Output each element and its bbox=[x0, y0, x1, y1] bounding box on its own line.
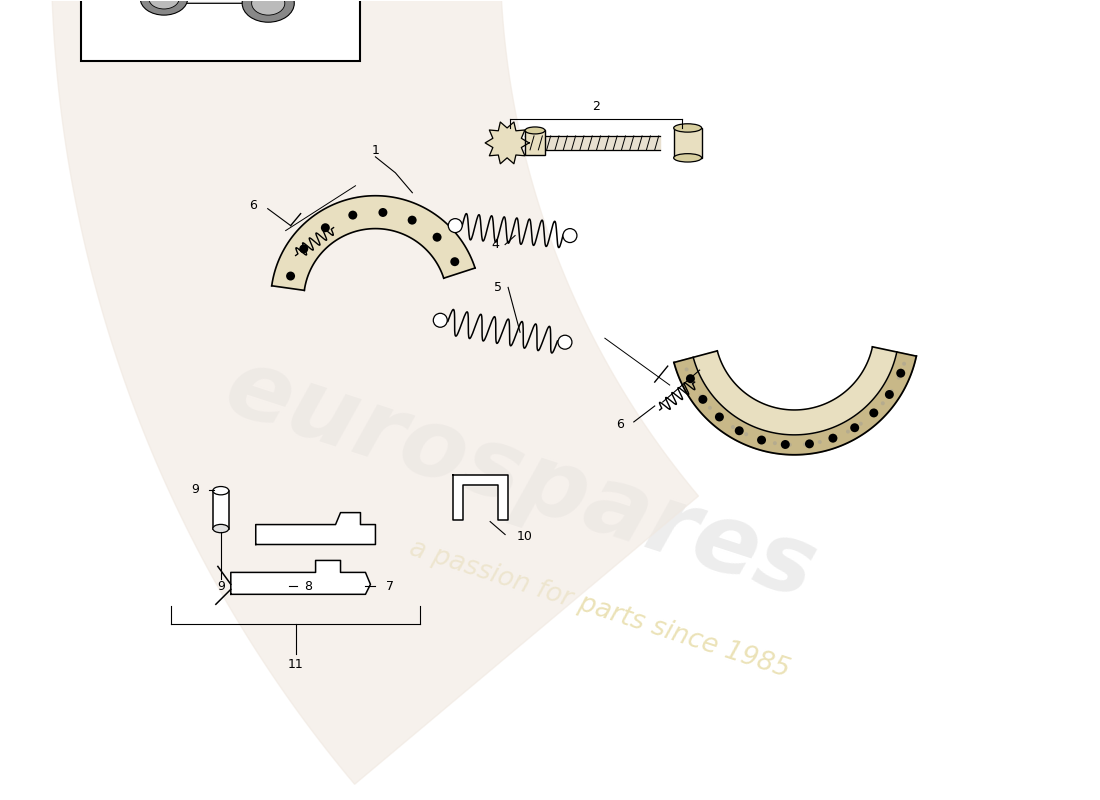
Circle shape bbox=[698, 395, 707, 404]
Circle shape bbox=[781, 440, 790, 449]
Text: 6: 6 bbox=[249, 199, 256, 212]
Circle shape bbox=[433, 314, 448, 327]
Ellipse shape bbox=[242, 0, 295, 22]
Text: eurospares: eurospares bbox=[213, 341, 827, 619]
Circle shape bbox=[817, 440, 822, 444]
Text: 2: 2 bbox=[592, 99, 600, 113]
Circle shape bbox=[757, 435, 766, 445]
Bar bbox=[213, 490, 229, 529]
Polygon shape bbox=[485, 122, 529, 164]
Circle shape bbox=[890, 389, 893, 393]
Circle shape bbox=[715, 413, 724, 422]
Ellipse shape bbox=[673, 124, 702, 132]
Circle shape bbox=[828, 434, 837, 442]
Circle shape bbox=[432, 233, 441, 242]
Circle shape bbox=[558, 335, 572, 349]
Circle shape bbox=[718, 416, 723, 420]
Text: 9: 9 bbox=[191, 483, 199, 496]
Circle shape bbox=[881, 402, 884, 406]
Polygon shape bbox=[126, 0, 306, 3]
Ellipse shape bbox=[252, 0, 285, 15]
Ellipse shape bbox=[525, 127, 544, 134]
Circle shape bbox=[563, 229, 576, 242]
Circle shape bbox=[869, 409, 878, 418]
Circle shape bbox=[773, 441, 777, 445]
Circle shape bbox=[708, 406, 712, 410]
Bar bbox=[673, 128, 702, 158]
Text: 9: 9 bbox=[217, 580, 224, 593]
Text: 8: 8 bbox=[305, 580, 312, 593]
Circle shape bbox=[788, 442, 792, 446]
Circle shape bbox=[684, 367, 689, 371]
Ellipse shape bbox=[673, 154, 702, 162]
Circle shape bbox=[449, 218, 462, 233]
Bar bbox=[81, 0, 361, 61]
Ellipse shape bbox=[148, 0, 179, 9]
Ellipse shape bbox=[213, 486, 229, 495]
Circle shape bbox=[870, 412, 874, 416]
Text: 11: 11 bbox=[288, 658, 304, 670]
Circle shape bbox=[833, 436, 836, 440]
Circle shape bbox=[378, 208, 387, 217]
Circle shape bbox=[745, 432, 748, 436]
Polygon shape bbox=[453, 474, 507, 519]
Bar bbox=[525, 130, 544, 155]
Text: a passion for parts since 1985: a passion for parts since 1985 bbox=[406, 535, 793, 683]
Circle shape bbox=[450, 258, 460, 266]
Circle shape bbox=[859, 422, 862, 426]
Text: 4: 4 bbox=[492, 238, 499, 251]
Circle shape bbox=[691, 382, 695, 385]
Polygon shape bbox=[52, 0, 698, 784]
Circle shape bbox=[850, 423, 859, 432]
Polygon shape bbox=[231, 561, 371, 594]
Circle shape bbox=[735, 426, 744, 435]
Circle shape bbox=[758, 438, 762, 442]
Circle shape bbox=[698, 394, 703, 398]
Polygon shape bbox=[693, 347, 896, 435]
Text: 10: 10 bbox=[517, 530, 534, 543]
Ellipse shape bbox=[213, 524, 229, 533]
Circle shape bbox=[299, 244, 308, 254]
Circle shape bbox=[321, 223, 330, 232]
Circle shape bbox=[349, 210, 358, 219]
Circle shape bbox=[803, 442, 807, 446]
Circle shape bbox=[732, 425, 735, 429]
Polygon shape bbox=[255, 513, 375, 545]
Text: 1: 1 bbox=[372, 144, 379, 158]
Text: 5: 5 bbox=[494, 281, 502, 294]
Circle shape bbox=[846, 430, 850, 434]
Polygon shape bbox=[272, 196, 475, 290]
Circle shape bbox=[884, 390, 894, 399]
Ellipse shape bbox=[141, 0, 188, 15]
Text: 7: 7 bbox=[386, 580, 395, 593]
Polygon shape bbox=[674, 352, 916, 454]
Circle shape bbox=[408, 216, 417, 225]
Circle shape bbox=[896, 376, 901, 380]
Circle shape bbox=[896, 369, 905, 378]
Circle shape bbox=[805, 439, 814, 448]
Circle shape bbox=[286, 271, 295, 281]
Circle shape bbox=[686, 374, 695, 383]
Circle shape bbox=[902, 362, 906, 366]
Text: 6: 6 bbox=[616, 418, 624, 431]
